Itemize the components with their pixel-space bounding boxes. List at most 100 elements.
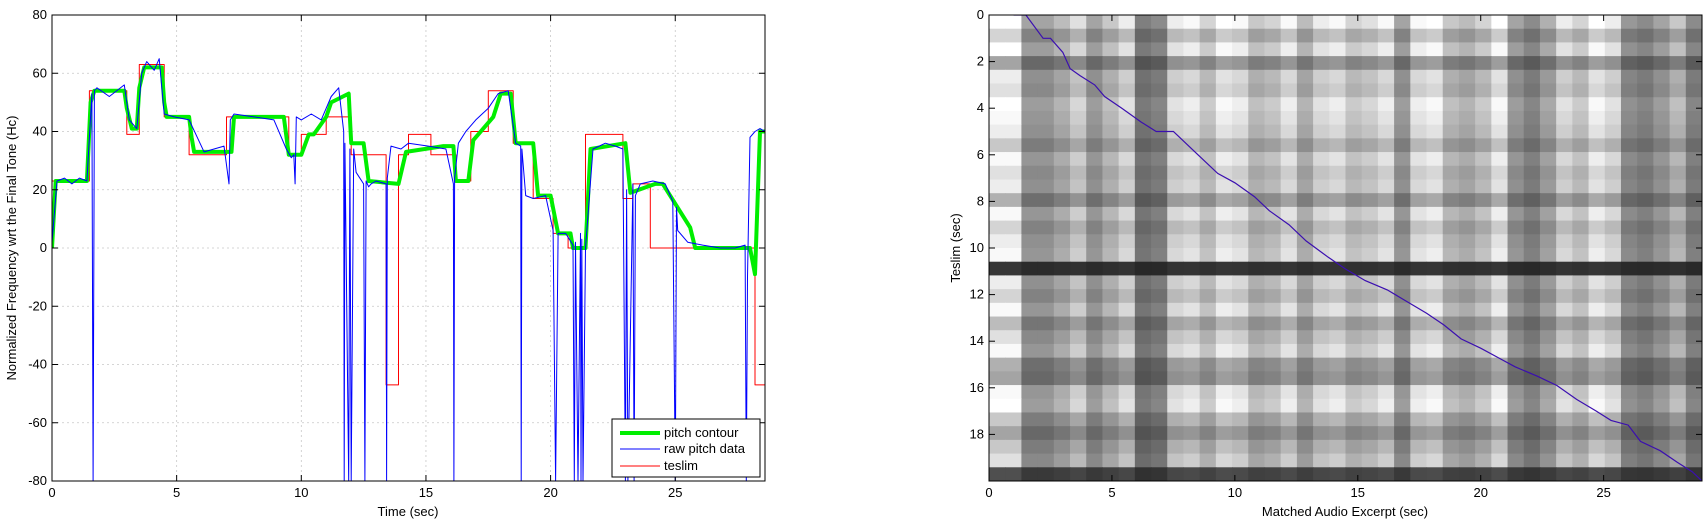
heatmap-cell <box>1345 275 1363 290</box>
heatmap-cell <box>1475 193 1492 208</box>
heatmap-cell <box>1653 426 1671 441</box>
heatmap-cell <box>1685 42 1702 57</box>
heatmap-cell <box>1070 15 1087 30</box>
heatmap-cell <box>1053 234 1071 249</box>
heatmap-cell <box>1572 398 1590 414</box>
heatmap-cell <box>1539 439 1557 455</box>
heatmap-cell <box>1572 412 1590 427</box>
heatmap-cell <box>1539 467 1557 481</box>
heatmap-cell <box>1264 439 1282 455</box>
heatmap-cell <box>1021 220 1039 235</box>
heatmap-cell <box>1280 330 1298 345</box>
heatmap-cell <box>1361 316 1379 331</box>
heatmap-cell <box>1572 179 1590 194</box>
heatmap-cell <box>1345 15 1363 30</box>
heatmap-cell <box>1086 316 1104 331</box>
heatmap-cell <box>1523 206 1541 222</box>
heatmap-cell <box>1394 467 1411 481</box>
heatmap-cell <box>1167 467 1185 481</box>
heatmap-cell <box>1296 97 1314 112</box>
heatmap-cell <box>1232 426 1249 441</box>
heatmap-cell <box>1410 206 1428 222</box>
heatmap-cell <box>1475 398 1492 414</box>
heatmap-cell <box>1134 371 1152 386</box>
heatmap-cell <box>1151 467 1168 481</box>
heatmap-cell <box>1248 412 1266 427</box>
heatmap-cell <box>1053 330 1071 345</box>
heatmap-cell <box>1264 152 1282 167</box>
heatmap-cell <box>1604 193 1622 208</box>
heatmap-cell <box>1280 261 1298 277</box>
heatmap-cell <box>1313 371 1330 386</box>
heatmap-cell <box>1264 330 1282 345</box>
heatmap-cell <box>1539 398 1557 414</box>
heatmap-cell <box>1523 234 1541 249</box>
heatmap-cell <box>1394 316 1411 331</box>
heatmap-cell <box>1215 426 1233 441</box>
heatmap-cell <box>1361 138 1379 153</box>
heatmap-cell <box>1232 165 1249 181</box>
heatmap-cell <box>1410 467 1428 481</box>
heatmap-cell <box>1637 42 1654 57</box>
heatmap-cell <box>1037 15 1055 30</box>
heatmap-cell <box>1507 69 1525 85</box>
heatmap-cell <box>1604 42 1622 57</box>
heatmap-cell <box>989 193 1006 208</box>
heatmap-cell <box>1475 179 1492 194</box>
heatmap-cell <box>1637 330 1654 345</box>
heatmap-cell <box>1280 110 1298 126</box>
heatmap-cell <box>1426 357 1444 372</box>
heatmap-cell <box>1280 316 1298 331</box>
heatmap-cell <box>1118 179 1136 194</box>
heatmap-cell <box>1167 398 1185 414</box>
heatmap-cell <box>1215 42 1233 57</box>
heatmap-cell <box>1005 261 1022 277</box>
heatmap-cell <box>1248 261 1266 277</box>
heatmap-cell <box>1620 357 1638 372</box>
heatmap-cell <box>989 385 1006 400</box>
heatmap-cell <box>1118 220 1136 235</box>
heatmap-cell <box>1232 206 1249 222</box>
heatmap-cell <box>1070 152 1087 167</box>
heatmap-cell <box>1410 220 1428 235</box>
heatmap-cell <box>1167 138 1185 153</box>
heatmap-cell <box>1199 302 1217 318</box>
heatmap-cell <box>1572 165 1590 181</box>
alignment-path <box>1013 15 1702 481</box>
heatmap-cell <box>1151 234 1168 249</box>
heatmap-cell <box>1345 261 1363 277</box>
heatmap-cell <box>1653 124 1671 139</box>
heatmap-cell <box>1070 289 1087 304</box>
heatmap-cell <box>1507 439 1525 455</box>
heatmap-cell <box>1475 97 1492 112</box>
heatmap-cell <box>1005 124 1022 139</box>
heatmap-cell <box>1151 193 1168 208</box>
heatmap-cell <box>1248 138 1266 153</box>
heatmap-cell <box>1005 56 1022 71</box>
heatmap-cell <box>1523 385 1541 400</box>
heatmap-cell <box>1394 330 1411 345</box>
heatmap-cell <box>1669 234 1687 249</box>
heatmap-cell <box>1215 56 1233 71</box>
heatmap-cell <box>1523 56 1541 71</box>
heatmap-cell <box>1572 124 1590 139</box>
heatmap-cell <box>1442 330 1460 345</box>
heatmap-cell <box>1037 453 1055 468</box>
heatmap-cell <box>1426 316 1444 331</box>
heatmap-cell <box>1475 124 1492 139</box>
heatmap-cell <box>1523 343 1541 359</box>
heatmap-cell <box>1134 234 1152 249</box>
heatmap-cell <box>1669 371 1687 386</box>
heatmap-cell <box>1637 124 1654 139</box>
heatmap-cell <box>1102 275 1120 290</box>
heatmap-cell <box>1394 453 1411 468</box>
heatmap-cell <box>1151 248 1168 263</box>
heatmap-cell <box>1394 193 1411 208</box>
heatmap-cell <box>1507 138 1525 153</box>
heatmap-cell <box>1329 220 1347 235</box>
y-tick-label: 8 <box>977 193 984 208</box>
heatmap-cell <box>1685 289 1702 304</box>
heatmap-cell <box>1588 193 1606 208</box>
heatmap-cell <box>1475 206 1492 222</box>
heatmap-cell <box>1005 412 1022 427</box>
